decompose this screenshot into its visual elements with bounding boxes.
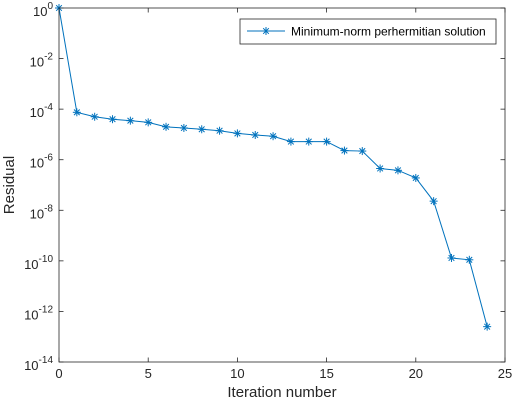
series-layer [55, 4, 492, 331]
data-point [269, 132, 278, 141]
legend: Minimum-norm perhermitian solution [239, 18, 497, 45]
y-tick-label: 10-8 [30, 203, 54, 221]
x-tick-label: 0 [55, 366, 62, 381]
y-tick-label: 10-4 [30, 102, 54, 120]
data-point [108, 115, 117, 124]
y-tick-label: 10-2 [30, 52, 54, 70]
y-tick-label: 100 [33, 1, 53, 19]
data-point [233, 129, 242, 138]
data-point [126, 116, 135, 125]
data-point [322, 137, 331, 146]
data-point [465, 255, 474, 264]
x-tick-label: 25 [498, 366, 512, 381]
data-point [304, 137, 313, 146]
data-point [162, 122, 171, 131]
data-point [358, 147, 367, 156]
x-tick-labels: 0 5 10 15 20 25 [55, 366, 512, 381]
plot-area [59, 8, 505, 362]
data-point [411, 173, 420, 182]
legend-marker [262, 27, 270, 35]
data-point [251, 130, 260, 139]
data-point [429, 197, 438, 206]
y-axis-label: Residual [1, 156, 18, 214]
data-point [376, 164, 385, 173]
data-point [144, 118, 153, 127]
x-tick-label: 5 [145, 366, 152, 381]
data-point [340, 146, 349, 155]
data-point [179, 123, 188, 132]
data-point [483, 322, 492, 331]
y-tick-label: 10-6 [30, 153, 54, 171]
data-point [447, 253, 456, 262]
legend-marker-icon [262, 27, 270, 35]
y-tick-labels: 100 10-2 10-4 10-6 10-8 10-10 10-12 10-14 [24, 1, 53, 373]
plot-frame [58, 7, 506, 363]
y-tick-label: 10-12 [24, 304, 53, 322]
y-tick-label: 10-14 [24, 355, 53, 373]
x-axis-label: Iteration number [227, 384, 336, 401]
data-point [286, 137, 295, 146]
y-tick-label: 10-10 [24, 254, 53, 272]
x-tick-label: 10 [230, 366, 244, 381]
data-point [72, 108, 81, 117]
data-point [393, 166, 402, 175]
data-point [215, 126, 224, 135]
data-point [197, 125, 206, 134]
x-tick-label: 15 [319, 366, 333, 381]
data-point [90, 112, 99, 121]
x-tick-label: 20 [409, 366, 423, 381]
legend-label: Minimum-norm perhermitian solution [291, 25, 486, 39]
